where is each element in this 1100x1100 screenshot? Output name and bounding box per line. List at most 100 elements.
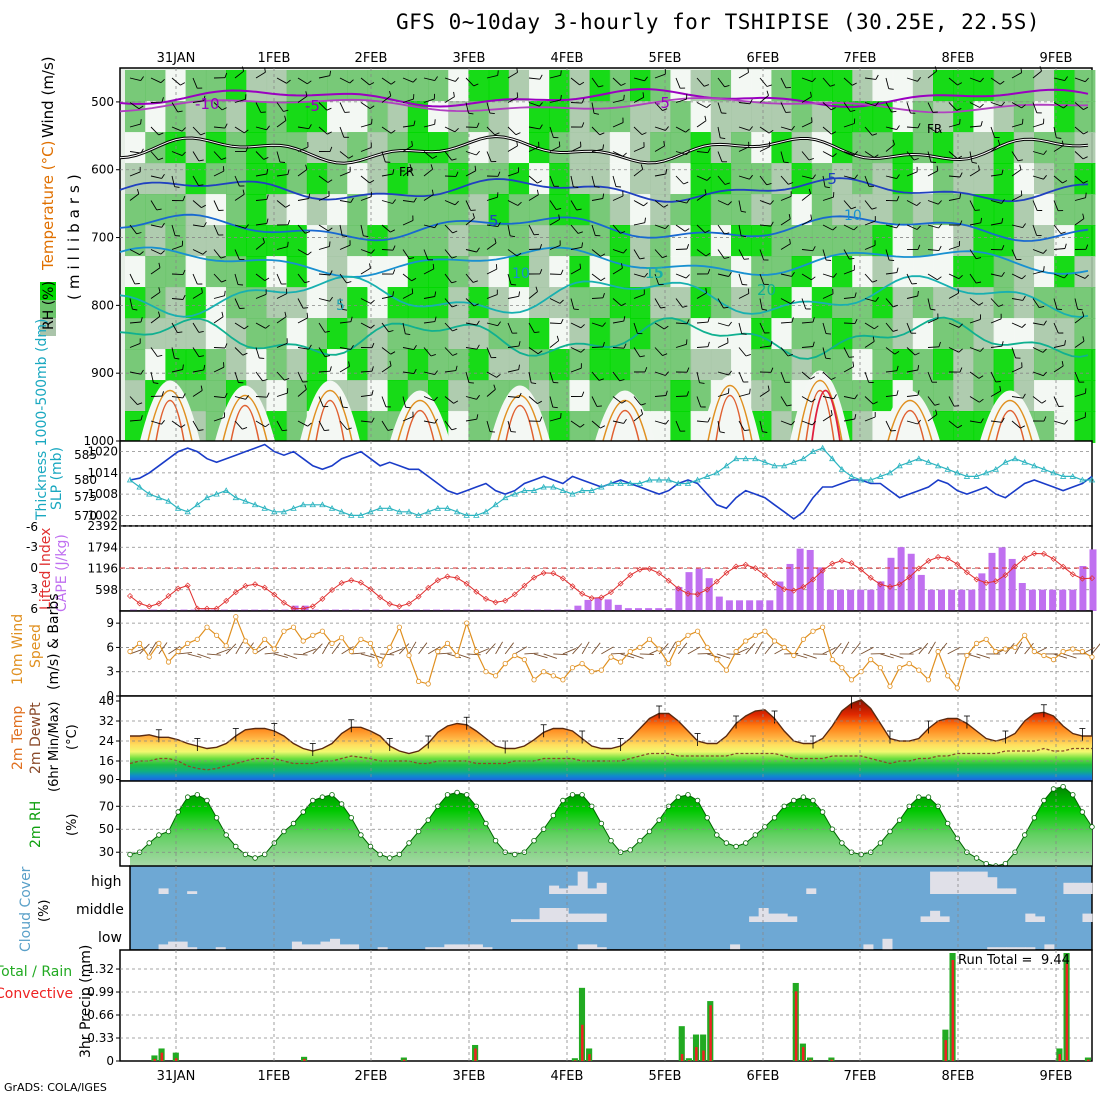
wind-barb [192,77,198,89]
isotherm-30 [610,409,640,442]
rh-cell [630,225,651,257]
wind-barb-flag [665,169,668,175]
wind-barb-flag [959,193,962,199]
rh-cell [993,194,1015,226]
lifted-index-point [1012,563,1019,570]
wind-label: Wind (m/s) [39,56,57,138]
wind-barb-flag [537,350,543,355]
wind-barb [297,420,308,427]
wind-barb [1053,200,1059,211]
wind-barb-flag [474,165,477,171]
wind-barb-flag [936,165,939,171]
rh-cell [1074,163,1096,195]
wind-speed-point [935,648,941,655]
wind-barb [696,120,707,128]
wind-barb [696,292,707,299]
rh-cell [791,225,813,257]
wind-barb-flag [388,330,394,333]
wind-barb-flag [1017,159,1023,162]
wind-barb [864,244,876,250]
wind-barb-flag [518,291,521,297]
wind-barb-flag [371,390,374,396]
wind-barb [780,218,791,226]
wind-barb-flag [980,120,983,127]
rh-cell [185,194,207,226]
wind-barb [1074,151,1084,160]
wind-speed-point [858,669,864,675]
wind-barb-flag [266,218,269,224]
cape-bar [867,589,875,611]
wind-barb [360,147,372,152]
wind-barb [780,273,792,277]
rh-cell [226,70,247,102]
wind-barb-flag [156,208,162,211]
wind-barb-flag [825,357,831,360]
wind-barb-flag [686,391,690,397]
rh2m-point [464,792,470,798]
rh-cell [892,132,914,164]
wind-barb-flag [811,398,816,403]
surface-barb [427,646,441,655]
wind-barb-flag [684,228,690,232]
wind-barb [1011,420,1021,429]
thickness-point [386,504,393,511]
wind-barb-flag [599,132,605,136]
cloud-panel: high middle low Cloud Cover (%) [18,865,1093,952]
wind-barb [906,347,916,356]
wind-barb [843,200,852,210]
isotherm-30 [895,409,925,442]
wind-barb-flag [873,154,879,158]
rh-cell [710,101,732,133]
wind-barb-flag [959,367,963,373]
cape-bar [998,547,1006,611]
cloud-block [158,944,169,950]
wind-barbs-label: (m/s) & Barbs [46,593,62,690]
rh-cell [953,101,975,133]
rh-cell [1054,132,1076,164]
rh-cell [185,163,207,195]
rh-cell [832,194,853,226]
rh-cell [286,101,308,133]
thickness-point [280,508,288,515]
wind-barb [255,242,265,250]
wind-barb-flag [174,357,180,360]
rh-cell [468,256,490,288]
wind-barb [381,396,387,407]
wind-barb [990,77,1001,85]
rh-cell [993,163,1015,195]
precip-conv-bar [153,1058,157,1061]
wind-barb-flag [284,377,290,381]
wind-barb-flag [287,169,290,175]
lifted-tick: 6 [30,602,38,616]
wind-barb-flag [539,244,543,250]
wind-barb [927,273,938,281]
rh-cell [1074,318,1096,350]
wind-barb-flag [1020,190,1023,196]
wind-barb [297,371,304,383]
wind-barb-flag [854,414,857,420]
rh2m-point [233,843,239,850]
rh-cell [428,225,449,257]
lifted-index-point [357,579,364,586]
wind-barb-flag [342,308,348,311]
rh-cell [690,194,712,226]
wind-barb [444,322,453,332]
rh-cell [993,287,1015,319]
wind-barb [612,347,625,349]
wind-barb-flag [560,269,564,275]
wind-barb [822,126,832,135]
wind-barb-flag [1082,336,1085,342]
wind-barb [1011,396,1023,399]
wind-speed-point [165,659,172,665]
wind-barb-flag [789,238,791,244]
rh-cell [306,101,328,133]
rh-cell [751,380,773,412]
rh-cell [933,194,954,226]
thickness-point [627,480,634,486]
wind-barb-flag [808,157,814,161]
wind-barb [738,371,744,383]
wind-barb-flag [620,82,626,86]
wind-speed-point [752,632,758,638]
wind-barb-flag [787,353,793,357]
surface-barb [524,652,539,655]
